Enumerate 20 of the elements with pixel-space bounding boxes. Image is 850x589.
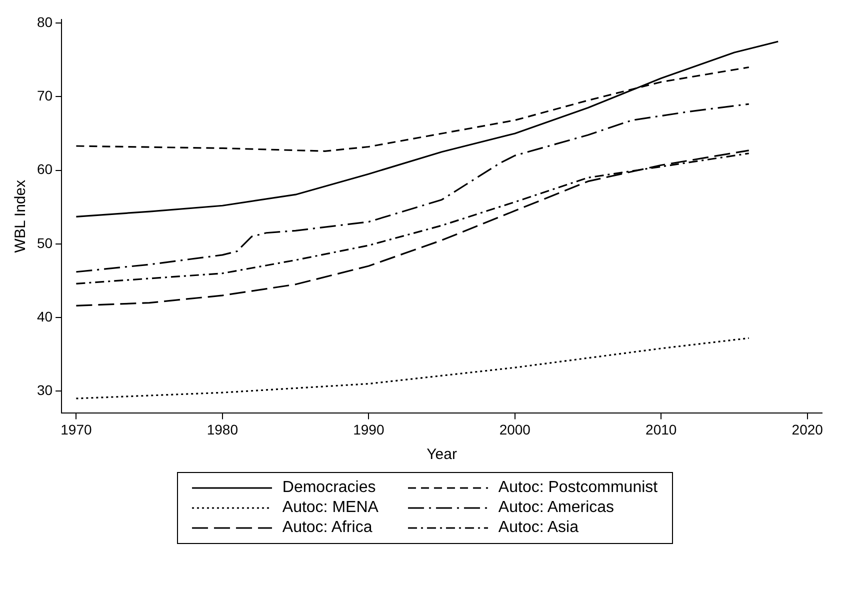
x-axis-title: Year bbox=[426, 446, 457, 464]
legend-label: Autoc: Africa bbox=[282, 519, 372, 537]
x-tick-label: 2000 bbox=[499, 421, 531, 438]
legend-label: Autoc: Postcommunist bbox=[498, 479, 658, 497]
legend-label: Autoc: Asia bbox=[498, 519, 578, 537]
legend-label: Democracies bbox=[282, 479, 376, 497]
y-axis-title: WBL Index bbox=[12, 179, 30, 253]
y-tick-label: 30 bbox=[36, 382, 53, 398]
y-tick-label: 80 bbox=[36, 14, 53, 30]
legend-label: Autoc: Americas bbox=[498, 499, 614, 517]
x-tick-label: 1990 bbox=[353, 421, 384, 438]
x-tick-label: 1970 bbox=[60, 421, 92, 438]
x-tick-label: 2020 bbox=[792, 421, 824, 438]
y-tick-label: 70 bbox=[36, 88, 53, 104]
y-tick-label: 60 bbox=[36, 161, 53, 178]
x-tick-label: 1980 bbox=[206, 421, 238, 438]
y-tick-label: 50 bbox=[36, 234, 53, 251]
legend-label: Autoc: MENA bbox=[282, 499, 378, 517]
x-tick-label: 2010 bbox=[646, 421, 677, 438]
y-tick-label: 40 bbox=[36, 308, 53, 324]
